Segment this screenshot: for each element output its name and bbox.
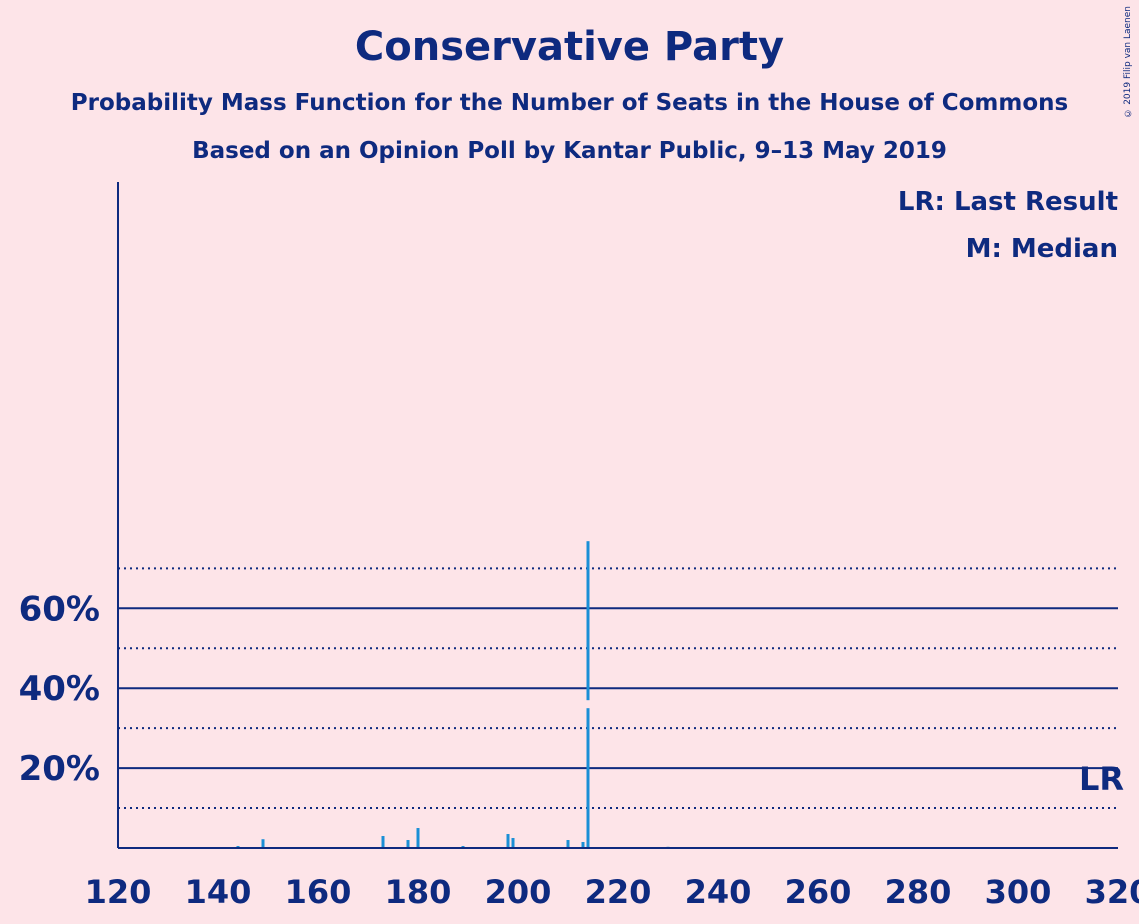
y-tick-label: 60% xyxy=(19,589,100,629)
legend: LR: Last Result M: Median LR xyxy=(898,187,1124,798)
x-tick-label: 160 xyxy=(285,873,352,911)
bar xyxy=(586,541,590,848)
x-tick-label: 300 xyxy=(985,873,1052,911)
legend-entry: M: Median xyxy=(966,234,1118,264)
x-tick-label: 220 xyxy=(585,873,652,911)
chart-source: Based on an Opinion Poll by Kantar Publi… xyxy=(192,138,947,164)
x-tick-labels: 120 140 160 180 200 220 240 260 280 300 320 xyxy=(85,873,1139,911)
axes xyxy=(117,182,1118,849)
bar xyxy=(406,840,410,848)
y-tick-labels: 20% 40% 60% xyxy=(19,589,100,789)
legend-entry: LR: Last Result xyxy=(898,187,1118,217)
last-result-marker: LR xyxy=(1079,760,1124,798)
x-tick-label: 280 xyxy=(885,873,952,911)
bar xyxy=(511,838,515,848)
bar xyxy=(566,840,570,848)
chart-title: Conservative Party xyxy=(354,24,785,70)
gridlines xyxy=(118,567,1118,810)
x-tick-label: 240 xyxy=(685,873,752,911)
x-tick-label: 120 xyxy=(85,873,152,911)
bar xyxy=(506,834,510,848)
x-tick-label: 320 xyxy=(1085,873,1139,911)
bars xyxy=(201,541,670,848)
bar xyxy=(381,836,385,848)
x-tick-label: 140 xyxy=(185,873,252,911)
bar xyxy=(261,839,265,848)
bar xyxy=(416,828,420,848)
y-tick-label: 20% xyxy=(19,749,100,789)
x-tick-label: 180 xyxy=(385,873,452,911)
chart-subtitle: Probability Mass Function for the Number… xyxy=(70,90,1069,116)
x-tick-label: 260 xyxy=(785,873,852,911)
x-tick-label: 200 xyxy=(485,873,552,911)
y-tick-label: 40% xyxy=(19,669,100,709)
median-marker xyxy=(585,700,591,709)
bar xyxy=(581,842,585,848)
